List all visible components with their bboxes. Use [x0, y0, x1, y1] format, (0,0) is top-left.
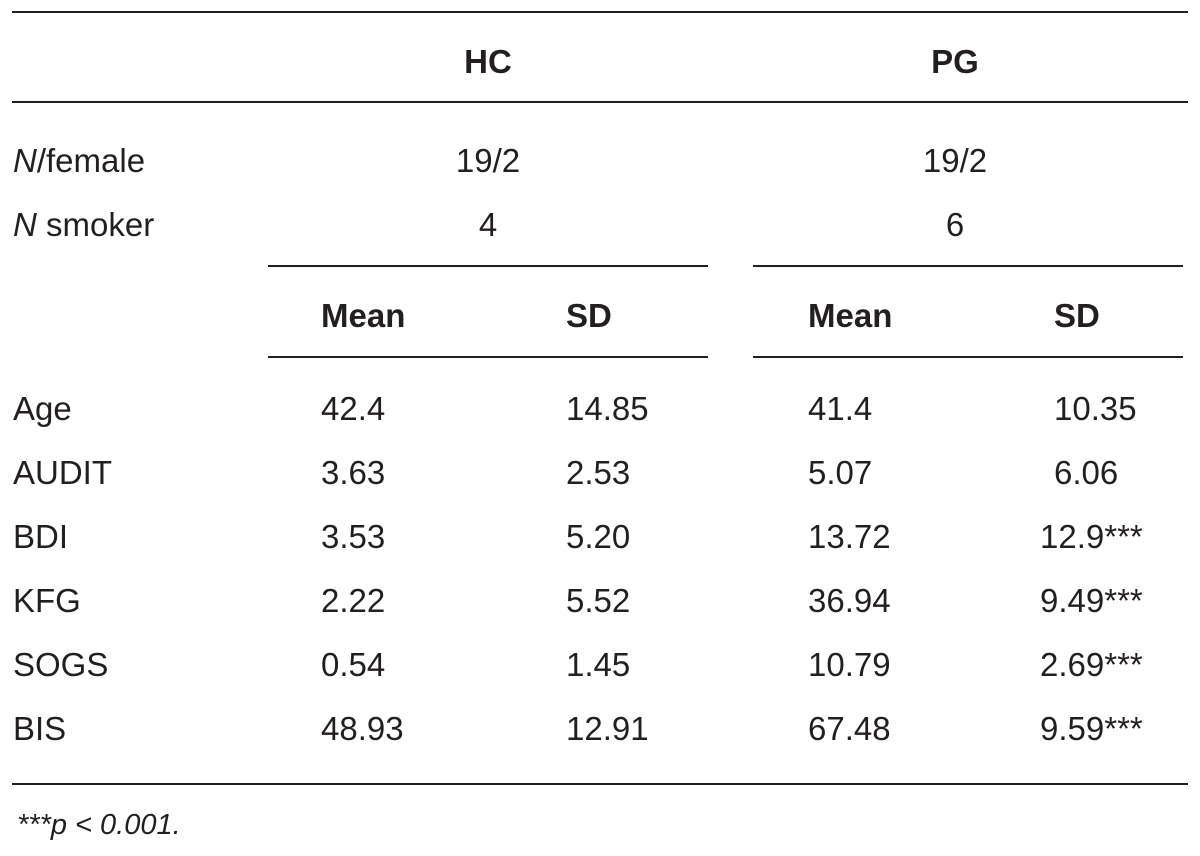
hc-mean-header: Mean: [321, 297, 406, 334]
row-measure: AUDIT: [13, 454, 112, 491]
hc-sd-header: SD: [566, 297, 612, 334]
table-bottom-rule: [12, 783, 1188, 785]
row-pg-sd: 9.49***: [1040, 582, 1143, 619]
row-pg-sd: 9.59***: [1040, 710, 1143, 747]
row-hc-sd: 5.20: [566, 518, 631, 555]
row-pg-sd: 10.35: [1054, 390, 1137, 427]
row-measure: BIS: [13, 710, 67, 747]
row-pg-mean: 5.07: [808, 454, 873, 491]
demographic-label-text: /female: [36, 142, 146, 179]
row-measure: SOGS: [13, 646, 109, 683]
demographic-label: N/female: [13, 141, 145, 181]
row-hc-sd: 2.53: [566, 454, 631, 491]
row-hc-mean: 0.54: [321, 646, 386, 683]
row-hc-sd: 1.45: [566, 646, 631, 683]
n-symbol: N: [13, 142, 37, 179]
demographic-hc-value: 4: [478, 206, 498, 243]
row-measure: Age: [13, 390, 72, 427]
row-hc-mean: 3.63: [321, 454, 386, 491]
row-hc-mean: 48.93: [321, 710, 404, 747]
demographic-hc-value: 19/2: [455, 142, 521, 179]
group-header-pg: PG: [931, 43, 979, 80]
row-hc-sd: 12.91: [566, 710, 649, 747]
pg-subheader-top-rule: [753, 265, 1183, 267]
row-pg-mean: 10.79: [808, 646, 891, 683]
row-hc-sd: 14.85: [566, 390, 649, 427]
demographic-label-text: smoker: [36, 206, 155, 243]
row-measure: BDI: [13, 518, 69, 555]
hc-subheader-top-rule: [268, 265, 708, 267]
table-top-rule: [12, 11, 1188, 13]
row-pg-mean: 67.48: [808, 710, 891, 747]
row-pg-sd: 2.69***: [1040, 646, 1143, 683]
demographic-pg-value: 6: [945, 206, 965, 243]
row-pg-sd: 6.06: [1054, 454, 1119, 491]
row-pg-sd: 12.9***: [1040, 518, 1143, 555]
header-rule: [12, 101, 1188, 103]
row-hc-mean: 42.4: [321, 390, 386, 427]
row-hc-sd: 5.52: [566, 582, 631, 619]
n-symbol: N: [13, 206, 37, 243]
row-hc-mean: 3.53: [321, 518, 386, 555]
hc-subheader-bottom-rule: [268, 356, 708, 358]
demographic-label: N smoker: [13, 205, 154, 245]
group-header-hc: HC: [464, 43, 512, 80]
table-footnote: ***p < 0.001.: [17, 809, 181, 841]
pg-subheader-bottom-rule: [753, 356, 1183, 358]
row-pg-mean: 41.4: [808, 390, 873, 427]
row-pg-mean: 36.94: [808, 582, 891, 619]
row-pg-mean: 13.72: [808, 518, 891, 555]
demographic-pg-value: 19/2: [922, 142, 988, 179]
pg-mean-header: Mean: [808, 297, 893, 334]
pg-sd-header: SD: [1054, 297, 1100, 334]
row-hc-mean: 2.22: [321, 582, 386, 619]
row-measure: KFG: [13, 582, 81, 619]
